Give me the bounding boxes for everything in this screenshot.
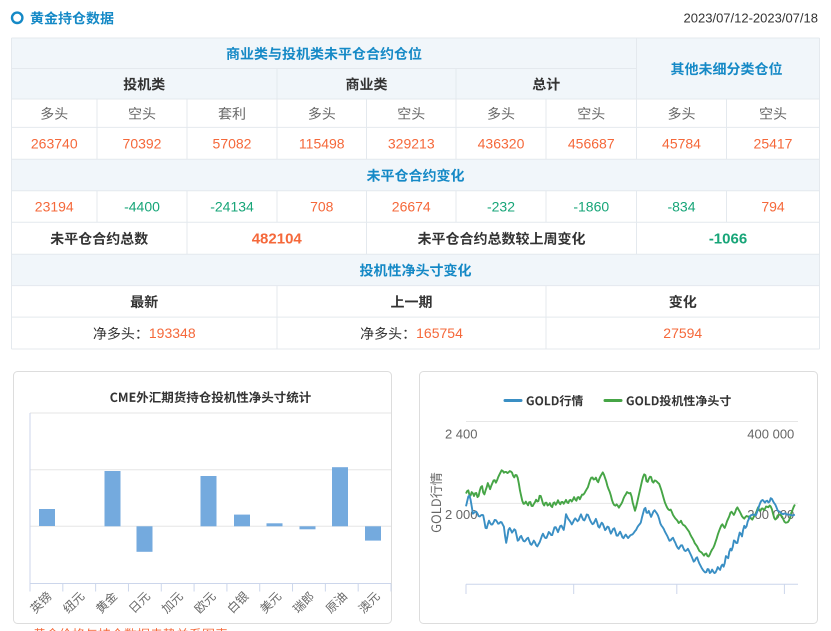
- svg-text:400 000: 400 000: [747, 427, 794, 442]
- svg-text:2023/07/12-2023/07/18: 2023/07/12-2023/07/18: [684, 11, 818, 26]
- svg-text:115498: 115498: [299, 135, 345, 151]
- svg-text:708: 708: [310, 199, 334, 215]
- svg-text:-232: -232: [487, 199, 515, 215]
- svg-text:70392: 70392: [123, 135, 162, 151]
- svg-text:263740: 263740: [31, 135, 78, 151]
- svg-text:25417: 25417: [754, 135, 793, 151]
- svg-text:45784: 45784: [662, 135, 701, 151]
- svg-text:2 000: 2 000: [445, 507, 478, 522]
- svg-text:482104: 482104: [252, 231, 303, 248]
- svg-text:26674: 26674: [392, 199, 431, 215]
- svg-text:193348: 193348: [149, 325, 196, 341]
- svg-text:794: 794: [761, 199, 785, 215]
- svg-text:2 400: 2 400: [445, 427, 478, 442]
- svg-text:57082: 57082: [213, 135, 252, 151]
- svg-text:27594: 27594: [663, 325, 702, 341]
- svg-text:-4400: -4400: [124, 199, 160, 215]
- svg-text:456687: 456687: [568, 135, 615, 151]
- svg-text:-834: -834: [667, 199, 695, 215]
- svg-text:-24134: -24134: [210, 199, 254, 215]
- svg-text:165754: 165754: [416, 325, 463, 341]
- svg-text:329213: 329213: [388, 135, 435, 151]
- svg-text:-1860: -1860: [573, 199, 609, 215]
- svg-text:23194: 23194: [35, 199, 74, 215]
- svg-text:436320: 436320: [478, 135, 525, 151]
- svg-text:-1066: -1066: [709, 231, 747, 248]
